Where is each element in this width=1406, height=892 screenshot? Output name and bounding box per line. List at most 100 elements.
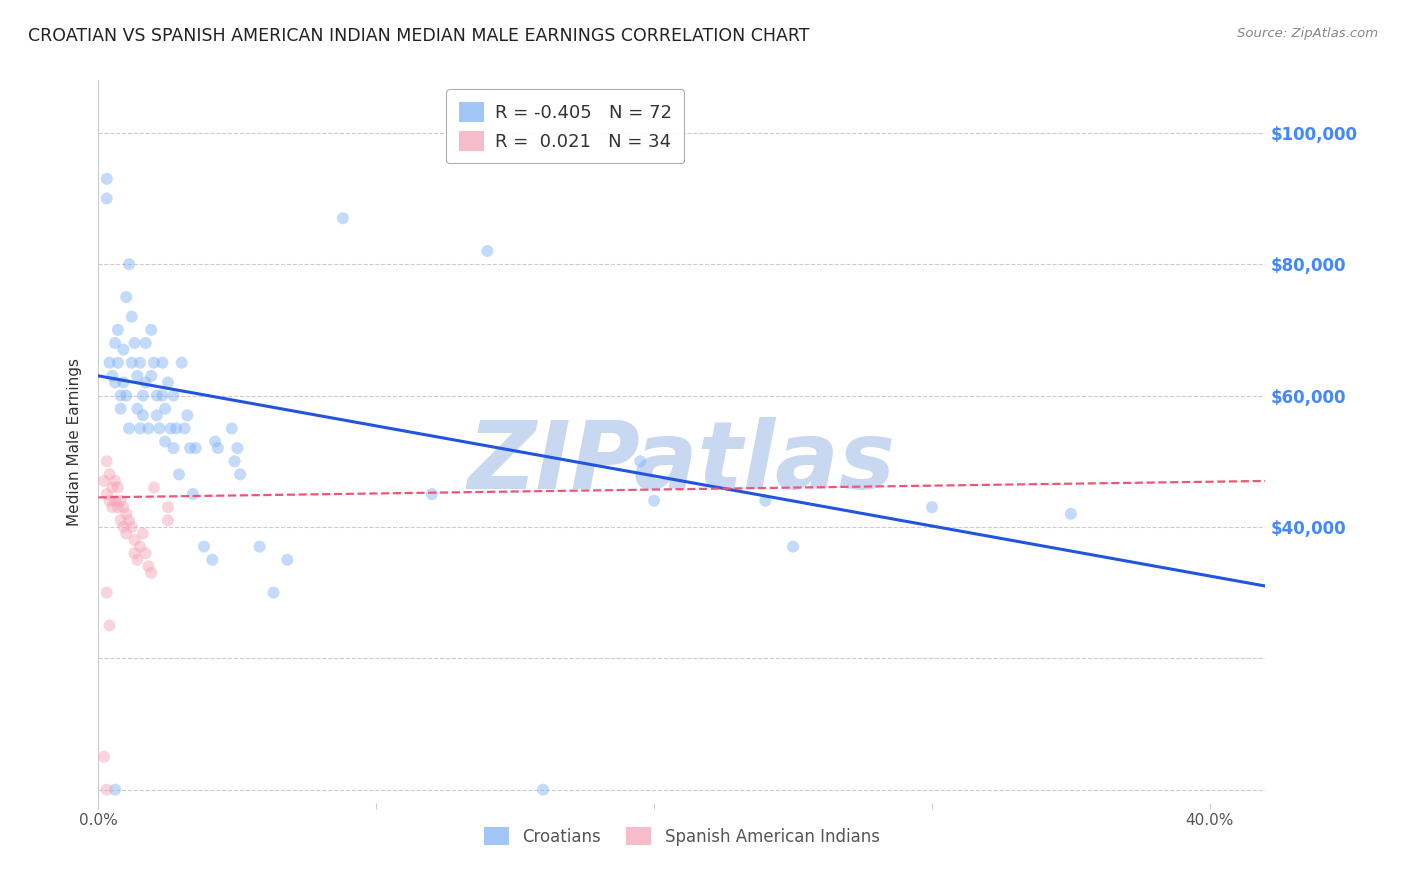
Point bbox=[96, 585, 118, 599]
Point bbox=[249, 540, 271, 554]
Point bbox=[782, 540, 804, 554]
Point bbox=[132, 388, 155, 402]
Point bbox=[107, 481, 129, 495]
Point bbox=[628, 454, 651, 468]
Point bbox=[124, 336, 146, 351]
Point bbox=[156, 376, 179, 390]
Point bbox=[115, 526, 138, 541]
Point bbox=[143, 481, 166, 495]
Point bbox=[129, 356, 152, 370]
Point bbox=[135, 546, 157, 560]
Point bbox=[110, 513, 132, 527]
Point bbox=[754, 493, 776, 508]
Point bbox=[138, 421, 160, 435]
Point bbox=[118, 513, 141, 527]
Point bbox=[115, 290, 138, 304]
Point bbox=[132, 409, 155, 423]
Point bbox=[141, 566, 163, 580]
Point bbox=[170, 356, 193, 370]
Point bbox=[96, 171, 118, 186]
Point bbox=[135, 336, 157, 351]
Point bbox=[96, 782, 118, 797]
Point bbox=[159, 421, 181, 435]
Point bbox=[132, 526, 155, 541]
Point bbox=[98, 618, 121, 632]
Point bbox=[921, 500, 943, 515]
Point bbox=[150, 388, 173, 402]
Point bbox=[141, 323, 163, 337]
Point bbox=[101, 500, 124, 515]
Point bbox=[115, 388, 138, 402]
Point bbox=[146, 388, 169, 402]
Point bbox=[127, 553, 149, 567]
Point bbox=[110, 401, 132, 416]
Point bbox=[98, 356, 121, 370]
Point bbox=[173, 421, 195, 435]
Point bbox=[146, 409, 169, 423]
Point bbox=[207, 441, 229, 455]
Point bbox=[531, 782, 554, 797]
Point bbox=[226, 441, 249, 455]
Point bbox=[118, 421, 141, 435]
Point bbox=[420, 487, 443, 501]
Point bbox=[162, 441, 184, 455]
Point bbox=[143, 356, 166, 370]
Point bbox=[127, 368, 149, 383]
Point bbox=[112, 343, 135, 357]
Point bbox=[224, 454, 246, 468]
Point bbox=[101, 368, 124, 383]
Point bbox=[150, 356, 173, 370]
Point bbox=[332, 211, 354, 226]
Point bbox=[96, 192, 118, 206]
Legend: Croatians, Spanish American Indians: Croatians, Spanish American Indians bbox=[478, 821, 886, 852]
Point bbox=[118, 257, 141, 271]
Point bbox=[107, 356, 129, 370]
Point bbox=[129, 421, 152, 435]
Point bbox=[110, 493, 132, 508]
Point bbox=[181, 487, 204, 501]
Point bbox=[98, 493, 121, 508]
Point bbox=[124, 533, 146, 547]
Point bbox=[121, 310, 143, 324]
Point bbox=[93, 474, 115, 488]
Point bbox=[184, 441, 207, 455]
Point bbox=[276, 553, 298, 567]
Point bbox=[112, 376, 135, 390]
Point bbox=[153, 434, 176, 449]
Point bbox=[101, 481, 124, 495]
Point bbox=[176, 409, 198, 423]
Point bbox=[104, 474, 127, 488]
Point bbox=[115, 507, 138, 521]
Point bbox=[127, 401, 149, 416]
Point bbox=[121, 356, 143, 370]
Point bbox=[477, 244, 499, 258]
Point bbox=[110, 388, 132, 402]
Point bbox=[148, 421, 170, 435]
Point bbox=[96, 487, 118, 501]
Point bbox=[112, 520, 135, 534]
Point bbox=[204, 434, 226, 449]
Point bbox=[107, 500, 129, 515]
Point bbox=[162, 388, 184, 402]
Point bbox=[104, 336, 127, 351]
Point bbox=[141, 368, 163, 383]
Point bbox=[153, 401, 176, 416]
Point bbox=[165, 421, 187, 435]
Text: CROATIAN VS SPANISH AMERICAN INDIAN MEDIAN MALE EARNINGS CORRELATION CHART: CROATIAN VS SPANISH AMERICAN INDIAN MEDI… bbox=[28, 27, 810, 45]
Point bbox=[179, 441, 201, 455]
Point bbox=[112, 500, 135, 515]
Point bbox=[98, 467, 121, 482]
Point bbox=[104, 782, 127, 797]
Point bbox=[124, 546, 146, 560]
Point bbox=[156, 500, 179, 515]
Point bbox=[96, 454, 118, 468]
Point bbox=[156, 513, 179, 527]
Point bbox=[129, 540, 152, 554]
Point bbox=[135, 376, 157, 390]
Text: ZIPatlas: ZIPatlas bbox=[468, 417, 896, 509]
Point bbox=[93, 749, 115, 764]
Text: Source: ZipAtlas.com: Source: ZipAtlas.com bbox=[1237, 27, 1378, 40]
Point bbox=[193, 540, 215, 554]
Point bbox=[221, 421, 243, 435]
Point bbox=[229, 467, 252, 482]
